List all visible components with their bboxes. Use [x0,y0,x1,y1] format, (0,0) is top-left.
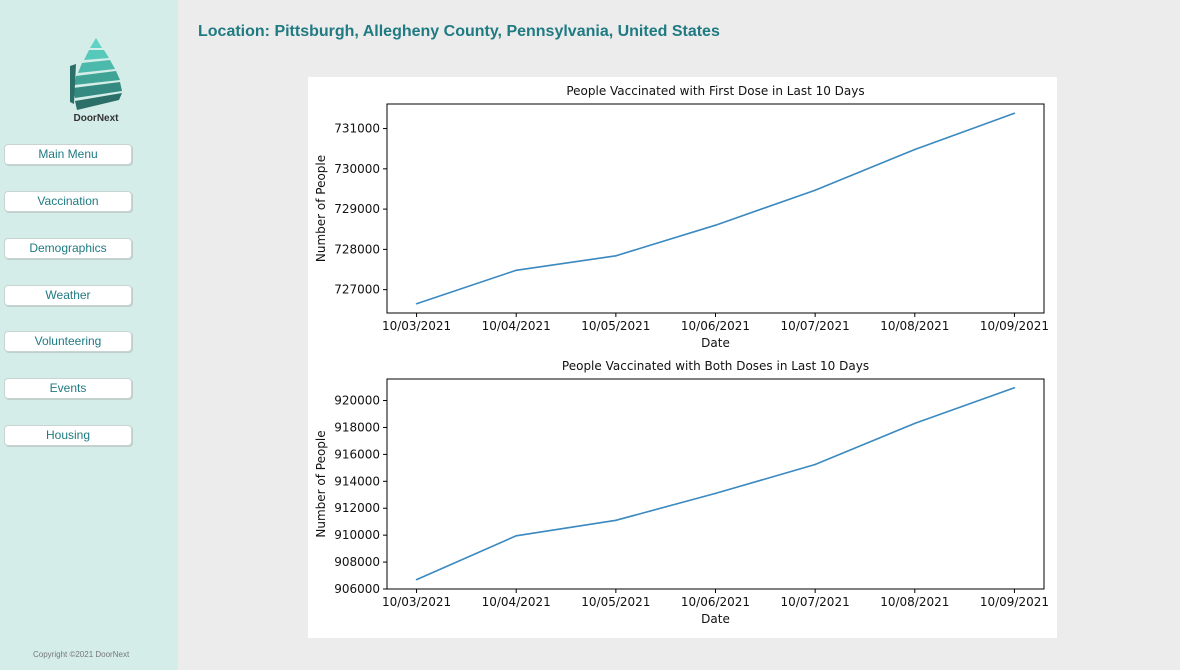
x-tick-label: 10/04/2021 [482,595,551,609]
data-point [814,463,816,466]
chart-title: People Vaccinated with First Dose in Las… [566,84,864,98]
x-tick-label: 10/08/2021 [880,319,949,333]
y-tick-label: 729000 [334,202,380,216]
x-tick-label: 10/09/2021 [980,319,1049,333]
y-tick-label: 730000 [334,162,380,176]
y-tick-label: 727000 [334,283,380,297]
y-tick-label: 916000 [334,447,380,461]
chart-title: People Vaccinated with Both Doses in Las… [562,359,869,373]
data-point [515,269,518,272]
y-tick-label: 920000 [334,394,380,408]
x-tick-label: 10/04/2021 [482,319,551,333]
data-point [913,422,916,425]
x-tick-label: 10/05/2021 [581,595,650,609]
logo-text: DoorNext [73,113,119,124]
vaccination-charts: People Vaccinated with First Dose in Las… [314,84,1049,626]
demographics-button[interactable]: Demographics [4,238,132,259]
x-tick-label: 10/03/2021 [382,319,451,333]
chart-panel: People Vaccinated with First Dose in Las… [308,77,1057,638]
y-tick-label: 906000 [334,582,380,596]
series-line [416,112,1015,305]
y-tick-label: 918000 [334,420,380,434]
data-point [714,224,717,227]
y-tick-label: 728000 [334,242,380,256]
x-tick-label: 10/07/2021 [781,595,850,609]
x-tick-label: 10/06/2021 [681,595,750,609]
data-point [615,255,617,257]
doornext-logo-icon [70,38,122,110]
y-axis-label: Number of People [314,430,328,537]
plot-frame [386,378,1045,590]
y-tick-label: 731000 [334,122,380,136]
y-tick-label: 910000 [334,528,380,542]
data-point [515,535,518,537]
y-axis-label: Number of People [314,155,328,262]
x-tick-label: 10/09/2021 [980,595,1049,609]
data-point [1013,112,1016,115]
y-tick-label: 912000 [334,501,380,515]
data-point [1013,386,1016,389]
data-point [415,578,418,581]
data-point [615,519,617,522]
x-tick-label: 10/05/2021 [581,319,650,333]
x-tick-label: 10/07/2021 [781,319,850,333]
y-tick-label: 908000 [334,555,380,569]
main-menu-button[interactable]: Main Menu [4,144,132,165]
data-point [913,148,916,151]
data-point [415,302,418,305]
y-tick-label: 914000 [334,474,380,488]
x-tick-label: 10/03/2021 [382,595,451,609]
x-tick-label: 10/08/2021 [880,595,949,609]
x-axis-label: Date [701,612,730,626]
housing-button[interactable]: Housing [4,425,132,446]
events-button[interactable]: Events [4,378,132,399]
copyright-text: Copyright ©2021 DoorNext [33,650,130,659]
page-title: Location: Pittsburgh, Allegheny County, … [198,23,720,40]
data-point [714,492,717,495]
sidebar: DoorNext Main Menu Vaccination Demograph… [0,0,178,670]
series-line [416,387,1015,581]
volunteering-button[interactable]: Volunteering [4,331,132,352]
x-tick-label: 10/06/2021 [681,319,750,333]
data-point [814,189,816,191]
weather-button[interactable]: Weather [4,285,132,306]
x-axis-label: Date [701,336,730,350]
plot-frame [386,103,1045,314]
vaccination-button[interactable]: Vaccination [4,191,132,212]
